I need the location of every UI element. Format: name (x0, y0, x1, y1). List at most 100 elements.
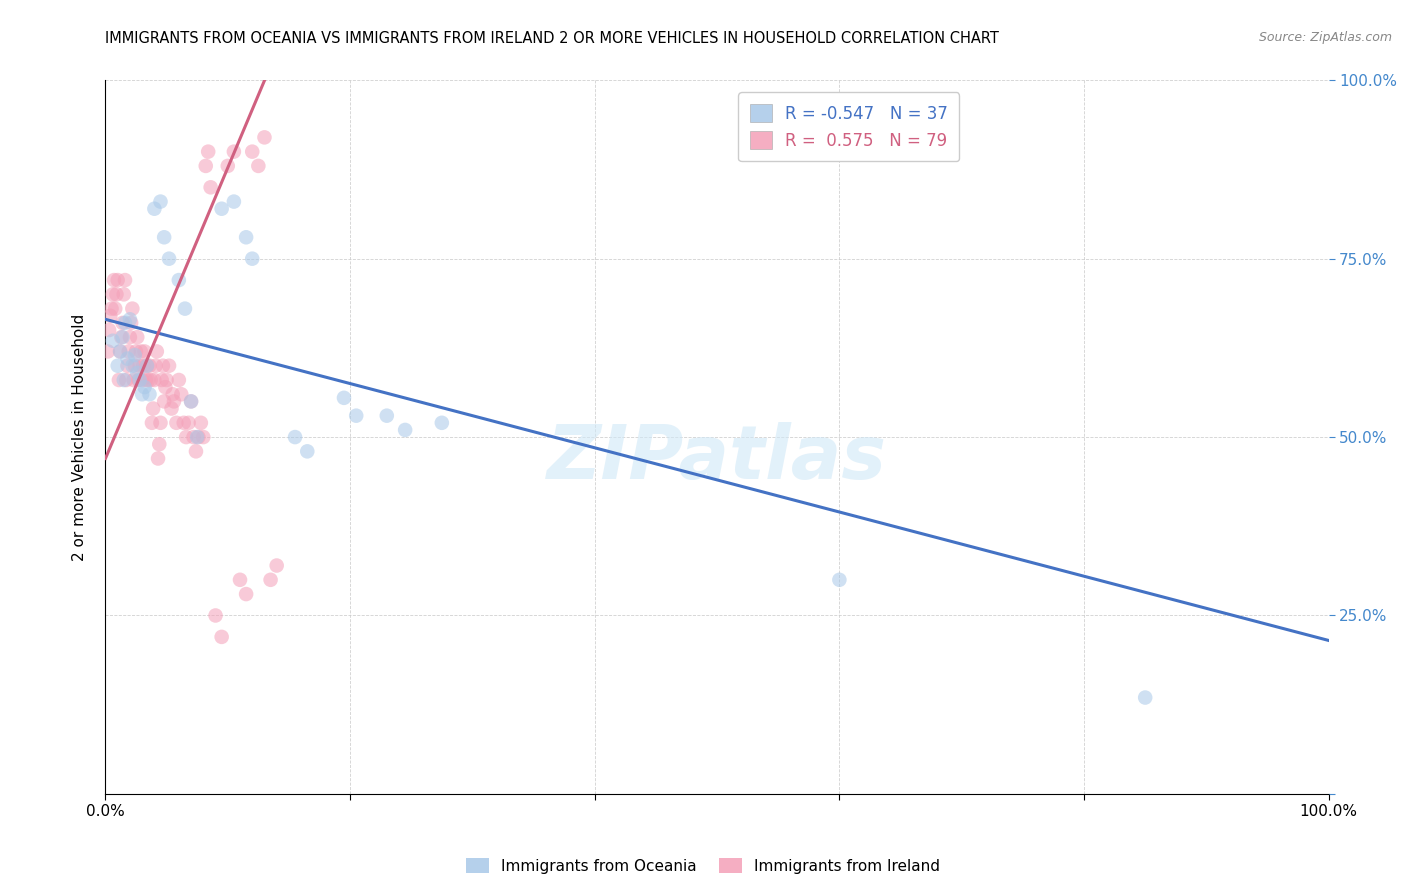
Point (204, 608, 226, 623)
Point (150, 373, 173, 387)
Point (430, 416, 453, 430)
Point (146, 344, 169, 359)
Point (394, 423, 416, 437)
Point (135, 373, 157, 387)
Point (193, 430, 215, 444)
Point (136, 359, 159, 373)
Point (127, 373, 149, 387)
Point (183, 430, 205, 444)
Text: ZIPatlas: ZIPatlas (547, 422, 887, 495)
Point (134, 344, 156, 359)
Point (112, 287, 135, 301)
Point (222, 194, 245, 209)
Point (118, 330, 141, 344)
Point (105, 287, 128, 301)
Point (120, 316, 142, 330)
Point (165, 416, 187, 430)
Point (235, 587, 257, 601)
Point (128, 359, 150, 373)
Point (145, 359, 167, 373)
Point (180, 394, 202, 409)
Point (100, 301, 122, 316)
Point (163, 394, 186, 409)
Point (375, 409, 398, 423)
Point (157, 252, 180, 266)
Point (184, 444, 207, 458)
Point (108, 373, 131, 387)
Point (222, 145, 245, 159)
Point (167, 273, 190, 287)
Point (143, 373, 166, 387)
Point (167, 373, 190, 387)
Point (297, 444, 319, 458)
Point (247, 159, 270, 173)
Point (284, 430, 307, 444)
Point (127, 366, 149, 380)
Point (177, 416, 200, 430)
Point (240, 145, 263, 159)
Legend: R = -0.547   N = 37, R =  0.575   N = 79: R = -0.547 N = 37, R = 0.575 N = 79 (738, 92, 959, 161)
Point (187, 430, 209, 444)
Text: IMMIGRANTS FROM OCEANIA VS IMMIGRANTS FROM IRELAND 2 OR MORE VEHICLES IN HOUSEHO: IMMIGRANTS FROM OCEANIA VS IMMIGRANTS FR… (105, 31, 1000, 46)
Point (139, 373, 162, 387)
Point (153, 394, 176, 409)
Point (134, 380, 156, 394)
Point (240, 252, 263, 266)
Legend: Immigrants from Oceania, Immigrants from Ireland: Immigrants from Oceania, Immigrants from… (460, 852, 946, 880)
Point (108, 344, 131, 359)
Point (153, 230, 176, 244)
Point (124, 348, 146, 362)
Point (229, 573, 252, 587)
Point (136, 359, 159, 373)
Point (162, 387, 184, 401)
Point (194, 159, 217, 173)
Point (190, 416, 212, 430)
Point (174, 430, 197, 444)
Point (111, 330, 134, 344)
Point (211, 202, 233, 216)
Point (266, 558, 288, 573)
Point (157, 359, 180, 373)
Point (138, 359, 160, 373)
Point (112, 373, 135, 387)
Point (253, 130, 276, 145)
Point (155, 380, 177, 394)
Point (118, 312, 141, 326)
Point (122, 373, 145, 387)
Point (143, 202, 166, 216)
Point (103, 273, 125, 287)
Point (1133, 690, 1156, 705)
Point (148, 437, 170, 451)
Point (152, 359, 174, 373)
Point (146, 451, 169, 466)
Point (160, 401, 183, 416)
Point (149, 194, 172, 209)
Point (186, 430, 208, 444)
Point (117, 359, 139, 373)
Point (131, 373, 153, 387)
Y-axis label: 2 or more Vehicles in Household: 2 or more Vehicles in Household (72, 313, 87, 561)
Point (129, 344, 152, 359)
Point (121, 301, 143, 316)
Point (131, 387, 153, 401)
Point (101, 334, 124, 348)
Point (128, 373, 150, 387)
Point (180, 394, 202, 409)
Point (344, 409, 367, 423)
Point (156, 373, 179, 387)
Point (235, 230, 257, 244)
Point (114, 316, 136, 330)
Point (110, 330, 132, 344)
Point (98, 323, 121, 337)
Point (111, 316, 134, 330)
Point (211, 630, 233, 644)
Point (828, 573, 851, 587)
Point (174, 301, 197, 316)
Point (173, 416, 195, 430)
Point (101, 287, 124, 301)
Point (115, 373, 138, 387)
Point (125, 344, 148, 359)
Point (217, 159, 239, 173)
Point (121, 359, 143, 373)
Point (149, 416, 172, 430)
